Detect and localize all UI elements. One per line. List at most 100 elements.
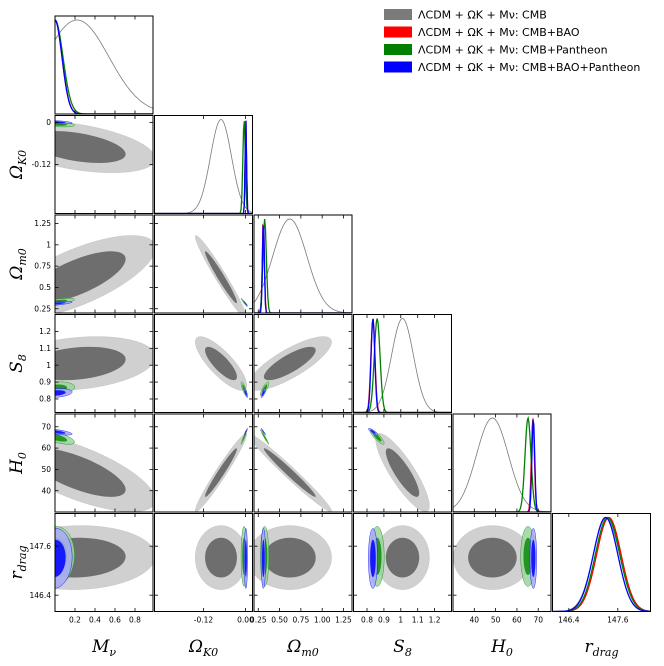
y-tick-label-rdrag: 146.4 <box>30 591 52 600</box>
contour-1sigma-Om0-H0-series-0 <box>263 448 316 497</box>
contour-1sigma-Om0-H0-series-3 <box>261 429 265 434</box>
y-tick-label-H0: 70 <box>41 422 51 431</box>
panel-Mnu-OK0: -0.12 0 <box>32 115 154 214</box>
y-tick-label-Om0: 1 <box>46 240 51 249</box>
marginal-curve-Om0-series-2 <box>254 218 352 313</box>
contour-1sigma-OK0-rdrag-series-3 <box>244 539 247 578</box>
panel-frame <box>353 314 452 413</box>
y-tick-label-H0: 50 <box>41 465 51 474</box>
axis-label-H0: H0 <box>490 637 513 659</box>
contour-1sigma-Om0-S8-series-0 <box>263 346 316 381</box>
panel-frame <box>54 314 154 413</box>
x-tick-label-S8: 0.9 <box>378 616 390 625</box>
x-tick-label-S8: 0.8 <box>361 616 373 625</box>
contour-1sigma-OK0-H0-series-0 <box>205 448 237 497</box>
panel-OK0-S8 <box>154 314 253 413</box>
x-tick-label-rdrag: 146.4 <box>558 616 580 625</box>
legend-label-3: ΛCDM + ΩK + Mν: CMB+BAO+Pantheon <box>418 61 640 74</box>
legend-swatch-2 <box>384 44 412 55</box>
legend-swatch-0 <box>384 9 412 20</box>
contour-1sigma-OK0-Om0-series-0 <box>205 251 237 304</box>
marginal-curve-H0-series-0 <box>453 417 551 512</box>
y-tick-label-Om0: 0.25 <box>34 304 51 313</box>
x-tick-label-rdrag: 147.6 <box>607 616 629 625</box>
panel-frame <box>253 214 353 314</box>
panel-frame <box>452 513 552 612</box>
x-tick-label-Mnu: 0.2 <box>69 616 81 625</box>
x-tick-label-OK0: -0.12 <box>194 616 214 625</box>
x-tick-label-Mnu: 0.8 <box>129 616 141 625</box>
y-tick-label-S8: 1.2 <box>39 327 51 336</box>
y-tick-label-OK0: -0.12 <box>32 160 52 169</box>
axis-label-Om0: Ωm0 <box>7 248 29 281</box>
marginal-curve-OK0-series-1 <box>154 120 253 214</box>
x-tick-label-H0: 70 <box>533 616 543 625</box>
y-tick-label-Om0: 0.75 <box>34 262 51 271</box>
panel-Om0-S8 <box>253 314 353 413</box>
marginal-curve-S8-series-3 <box>353 318 452 413</box>
panel-S8-rdrag: 0.8 0.9 1 1.1 1.2 <box>353 513 452 625</box>
panel-Mnu-S8: 0.8 0.9 1 1.1 1.2 <box>39 314 154 413</box>
marginal-curve-H0-series-3 <box>453 419 551 512</box>
contour-1sigma-OK0-S8-series-0 <box>205 346 237 381</box>
marginal-curve-Om0-series-0 <box>254 218 352 313</box>
x-tick-label-Mnu: 0.6 <box>109 616 121 625</box>
contour-1sigma-OK0-H0-series-2 <box>242 432 246 442</box>
axis-label-S8: S8 <box>393 637 412 659</box>
panel-frame <box>253 513 353 612</box>
contour-1sigma-Om0-H0-series-2 <box>262 432 268 442</box>
y-tick-label-Om0: 0.5 <box>39 283 51 292</box>
panel-Mnu-H0: 40 50 60 70 <box>41 413 154 513</box>
x-tick-label-H0: 60 <box>512 616 522 625</box>
panel-Mnu-rdrag: 0.2 0.4 0.6 0.8 146.4 147.6 <box>30 513 154 625</box>
x-tick-label-S8: 1.1 <box>412 616 424 625</box>
panel-OK0-H0 <box>154 413 253 513</box>
x-tick-label-Om0: 0.50 <box>271 616 288 625</box>
x-tick-label-H0: 40 <box>470 616 480 625</box>
marginal-curve-OK0-series-3 <box>154 120 253 214</box>
y-tick-label-S8: 1.1 <box>39 344 51 353</box>
contour-1sigma-Mnu-S8-series-3 <box>55 390 66 396</box>
axis-label-H0: H0 <box>7 452 29 475</box>
panel-Om0-Om0 <box>253 214 353 314</box>
marginal-curve-OK0-series-0 <box>154 119 253 214</box>
panel-frame <box>54 15 154 115</box>
contour-1sigma-Om0-S8-series-3 <box>261 390 265 396</box>
panel-frame <box>552 513 651 612</box>
y-tick-label-S8: 0.9 <box>39 378 51 387</box>
legend-label-1: ΛCDM + ΩK + Mν: CMB+BAO <box>418 26 580 39</box>
y-tick-label-rdrag: 147.6 <box>30 542 52 551</box>
legend-swatch-1 <box>384 26 412 38</box>
panel-H0-H0 <box>452 413 552 513</box>
panel-frame <box>452 413 552 513</box>
y-tick-label-Om0: 1.25 <box>34 219 51 228</box>
panel-Om0-H0 <box>253 413 353 513</box>
contour-1sigma-Mnu-H0-series-2 <box>55 433 68 442</box>
contour-1sigma-Mnu-H0-series-3 <box>55 430 66 434</box>
axis-label-rdrag: rdrag <box>7 545 29 579</box>
axis-label-S8: S8 <box>7 354 29 373</box>
marginal-curve-OK0-series-2 <box>154 121 253 214</box>
contour-1sigma-Mnu-S8-series-0 <box>55 346 126 381</box>
y-tick-label-H0: 40 <box>41 486 51 495</box>
contour-1sigma-S8-rdrag-series-3 <box>370 539 376 578</box>
marginal-curve-S8-series-2 <box>353 318 452 413</box>
x-tick-label-Om0: 0.75 <box>293 616 310 625</box>
panel-rdrag-rdrag: 146.4 147.6 <box>552 513 651 625</box>
legend-label-0: ΛCDM + ΩK + Mν: CMB <box>418 9 547 22</box>
contour-1sigma-S8-H0-series-0 <box>385 448 420 497</box>
y-tick-label-OK0: 0 <box>46 118 51 127</box>
contour-1sigma-OK0-Om0-series-2 <box>242 299 246 305</box>
legend: ΛCDM + ΩK + Mν: CMB ΛCDM + ΩK + Mν: CMB+B… <box>384 9 640 74</box>
axis-label-rdrag: rdrag <box>584 637 618 659</box>
panel-S8-S8 <box>353 314 452 413</box>
marginal-curve-Mnu-series-3 <box>55 19 153 114</box>
marginal-curve-Mnu-series-0 <box>55 19 153 109</box>
contour-1sigma-Mnu-OK0-series-0 <box>55 131 126 163</box>
panel-Mnu-Om0: 0.25 0.5 0.75 1 1.25 <box>34 214 154 314</box>
y-tick-label-S8: 0.8 <box>39 395 51 404</box>
marginal-curve-rdrag-series-1 <box>552 516 651 612</box>
panel-H0-rdrag: 40 50 60 70 <box>452 513 552 625</box>
contour-1sigma-Mnu-H0-series-0 <box>55 449 126 497</box>
legend-swatch-3 <box>384 61 412 73</box>
